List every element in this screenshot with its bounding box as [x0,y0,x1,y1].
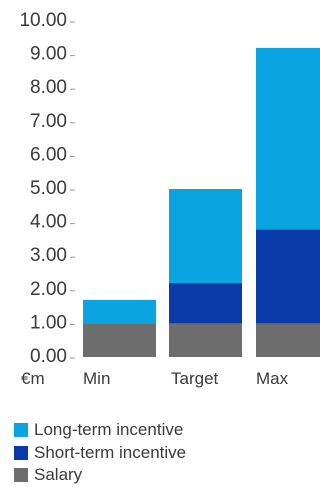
legend-swatch-long-term [14,423,28,438]
legend-item-long-term: Long-term incentive [14,419,186,442]
bar-target-long-term-incentive [169,189,242,284]
legend-label-short-term: Short-term incentive [34,442,187,462]
y-tick-label-5: 5.00 [30,178,67,199]
y-tick-label-1: 1.00 [30,312,67,333]
y-tick-label-3: 3.00 [30,245,67,266]
y-tick-label-10: 10.00 [19,10,67,31]
stacked-bar-chart: €m 0.00 1.00 2.00 3.00 4.00 5.00 6.00 7.00 8.00 9… [19,10,320,388]
y-tick-label-0: 0.00 [30,346,67,367]
legend-label-long-term: Long-term incentive [34,420,184,440]
legend-item-short-term: Short-term incentive [14,442,186,465]
x-tick-label-target: Target [171,369,219,388]
legend-label-salary: Salary [34,465,83,485]
bar-target-short-term-incentive [169,283,242,324]
y-tick-label-8: 8.00 [30,77,67,98]
x-tick-label-max: Max [256,369,289,388]
y-tick-label-4: 4.00 [30,212,67,233]
legend-swatch-salary [14,468,28,483]
unit-label: €m [21,369,45,388]
y-tick-label-7: 7.00 [30,111,67,132]
bar-max-long-term-incentive [256,47,320,230]
x-tick-label-min: Min [83,369,110,388]
y-tick-label-6: 6.00 [30,144,67,165]
bar-max-salary [256,323,320,357]
legend: Long-term incentive Short-term incentive… [14,419,186,487]
bar-target-salary [169,323,242,357]
y-tick-label-2: 2.00 [30,279,67,300]
bar-min-salary [83,323,156,357]
legend-swatch-short-term [14,445,28,460]
bar-min-long-term-incentive [83,299,156,324]
bar-max-short-term-incentive [256,229,320,324]
legend-item-salary: Salary [14,464,186,487]
y-tick-label-9: 9.00 [30,44,67,65]
